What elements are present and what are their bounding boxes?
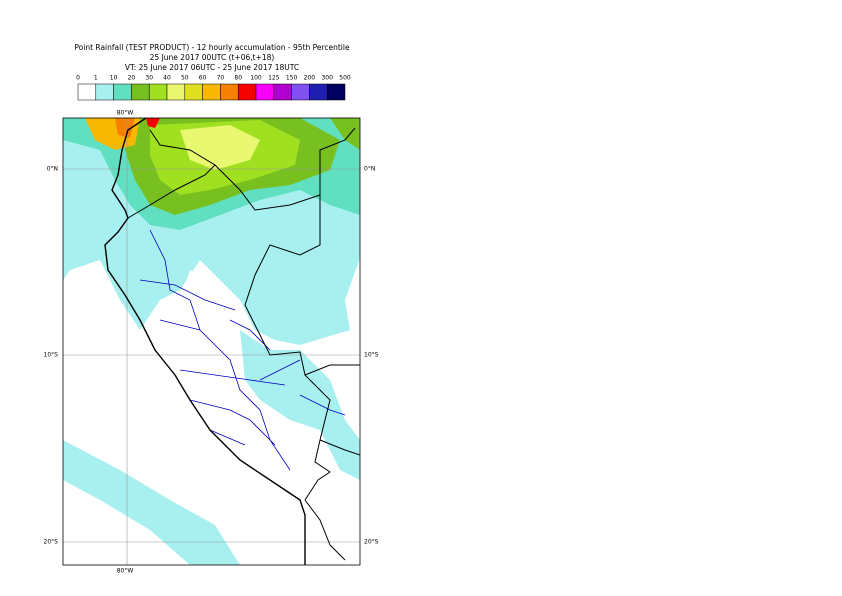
lat-label: 20°S — [364, 539, 379, 546]
legend-level: 40 — [163, 75, 171, 82]
legend-swatch — [113, 83, 132, 101]
legend: 0 1 10 20 30 40 50 60 70 80 100 125 150 200 300 500 — [76, 75, 351, 101]
legend-level: 60 — [199, 75, 207, 82]
legend-swatch — [255, 83, 275, 101]
legend-level: 10 — [110, 75, 118, 82]
legend-swatch — [77, 83, 97, 101]
legend-level: 0 — [76, 75, 80, 82]
legend-level: 80 — [234, 75, 242, 82]
legend-swatch — [237, 83, 257, 101]
legend-swatch — [166, 83, 186, 101]
valid-time: VT: 25 June 2017 06UTC - 25 June 2017 18… — [125, 63, 299, 72]
lat-label: 10°S — [364, 352, 379, 359]
base-time: 25 June 2017 00UTC (t+06,t+18) — [150, 53, 275, 62]
lat-label: 10°S — [44, 352, 59, 359]
legend-level: 50 — [181, 75, 189, 82]
legend-level: 20 — [128, 75, 136, 82]
lat-label: 0°N — [364, 166, 375, 173]
legend-level: 300 — [321, 75, 333, 82]
borders — [104, 118, 360, 565]
map-frame — [62, 117, 361, 566]
legend-level: 70 — [217, 75, 225, 82]
legend-level: 30 — [145, 75, 153, 82]
legend-swatch — [326, 83, 346, 101]
title: Point Rainfall (TEST PRODUCT) - 12 hourl… — [74, 43, 350, 52]
legend-level: 1 — [94, 75, 98, 82]
legend-level: 150 — [286, 75, 298, 82]
legend-swatch — [184, 83, 203, 101]
legend-swatch — [95, 83, 114, 101]
rainfall-field — [63, 118, 360, 565]
lon-label: 80°W — [117, 110, 134, 117]
legend-swatch — [148, 83, 168, 101]
legend-level: 100 — [250, 75, 262, 82]
legend-level: 200 — [304, 75, 316, 82]
legend-swatch — [131, 83, 150, 101]
legend-swatch — [273, 83, 292, 101]
legend-swatch — [309, 83, 328, 101]
lon-label: 80°W — [117, 568, 134, 575]
lat-label: 20°S — [44, 539, 59, 546]
legend-level: 125 — [268, 75, 280, 82]
legend-swatch — [291, 83, 310, 101]
legend-swatch — [202, 83, 221, 101]
legend-level: 500 — [339, 75, 351, 82]
legend-swatch — [220, 83, 239, 101]
lat-label: 0°N — [47, 166, 58, 173]
